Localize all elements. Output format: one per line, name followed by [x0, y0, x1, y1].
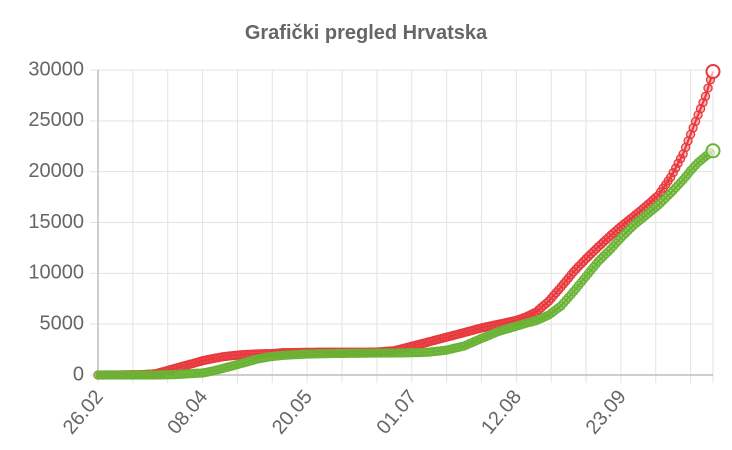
y-tick-label: 15000	[28, 211, 84, 233]
data-point	[703, 83, 713, 93]
data-point	[668, 167, 678, 178]
data-point	[700, 91, 711, 101]
x-tick-label: 26.02	[59, 386, 108, 438]
series-layer	[93, 64, 721, 380]
x-tick-label: 20.05	[268, 386, 317, 438]
series-1	[93, 64, 721, 380]
series-2	[93, 143, 721, 380]
data-point	[705, 64, 721, 79]
y-tick-label: 0	[73, 363, 84, 385]
x-tick-label: 01.07	[373, 386, 422, 438]
axes	[97, 70, 713, 376]
chart-title: Grafički pregled Hrvatska	[244, 22, 488, 44]
y-tick-label: 10000	[28, 262, 84, 284]
x-tick-label: 08.04	[163, 386, 212, 438]
tick-labels: 0 5000 10000 15000 20000 25000 30000 26.02 08.04…	[28, 58, 630, 438]
data-point	[671, 163, 681, 173]
y-tick-label: 25000	[28, 109, 84, 131]
y-tick-label: 5000	[40, 312, 85, 334]
x-tick-label: 12.08	[477, 386, 526, 438]
x-tick-label: 23.09	[582, 386, 631, 438]
data-point	[666, 172, 676, 182]
data-point	[675, 153, 686, 164]
data-point	[673, 158, 683, 168]
y-tick-label: 20000	[28, 160, 84, 182]
data-point	[705, 143, 721, 159]
y-tick-label: 30000	[28, 58, 84, 80]
